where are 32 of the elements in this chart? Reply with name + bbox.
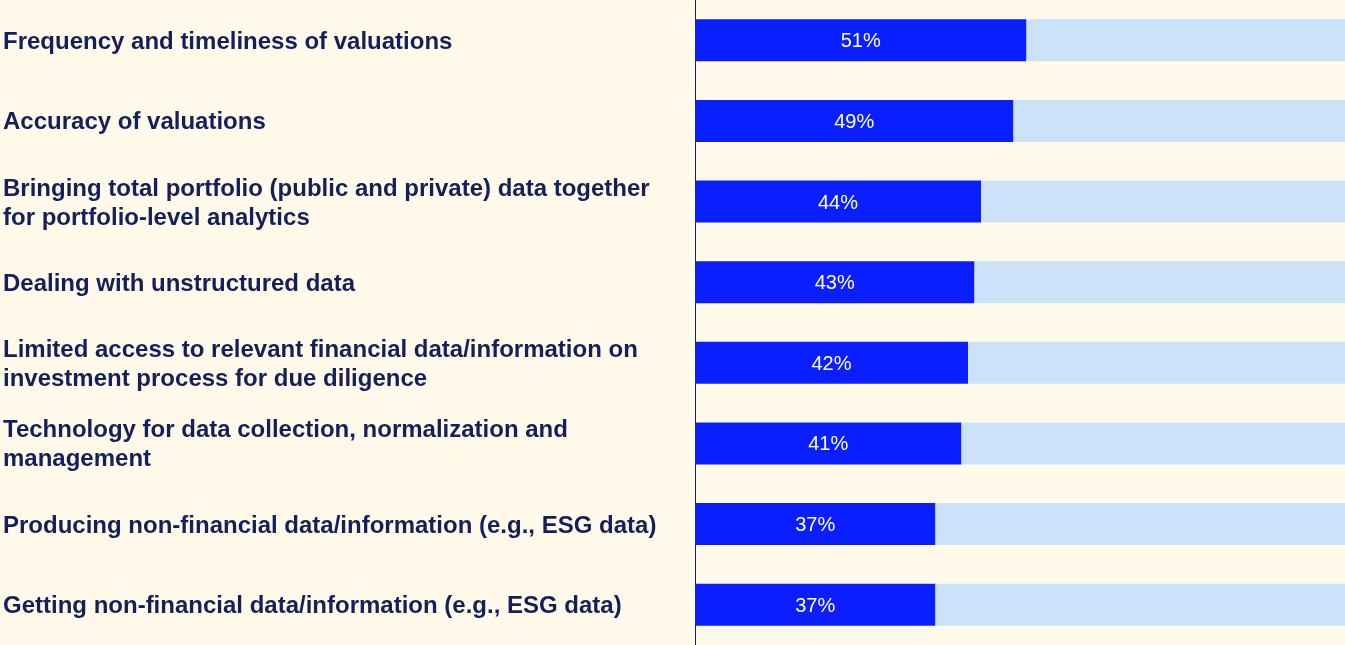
y-tick-label: Dealing with unstructured data — [3, 268, 356, 296]
data-label: 43% — [814, 271, 855, 294]
y-tick-label: Limited access to relevant financial data/information on investment process for due diligence — [3, 334, 645, 391]
data-label: 49% — [834, 109, 875, 132]
bar — [968, 341, 1345, 384]
y-tick-label: Accuracy of valuations — [3, 107, 266, 135]
bar — [974, 261, 1345, 304]
data-label: 37% — [795, 513, 836, 536]
bar — [695, 583, 936, 626]
data-label: 41% — [808, 432, 849, 455]
data-label: 37% — [795, 593, 836, 616]
bar — [695, 180, 981, 223]
data-label: 44% — [817, 190, 859, 213]
bar — [695, 341, 968, 384]
bar — [981, 180, 1345, 223]
bar — [935, 503, 1345, 546]
bar — [695, 503, 936, 546]
bar — [961, 422, 1345, 465]
bar — [695, 99, 1014, 142]
y-tick-label: Getting non-financial data/information (e.g., ESG data) — [3, 591, 622, 619]
bar — [1013, 99, 1345, 142]
bar — [935, 583, 1345, 626]
bar — [695, 422, 962, 465]
bar — [1026, 19, 1345, 62]
y-tick-label: Technology for data collection, normalization and management — [3, 415, 575, 472]
bar — [695, 19, 1027, 62]
y-tick-label: Producing non-financial data/information (e.g., ESG data) — [3, 510, 657, 538]
data-label: 42% — [811, 351, 852, 374]
y-tick-label: Frequency and timeliness of valuations — [3, 26, 453, 54]
y-tick-label: Bringing total portfolio (public and private) data together for portfolio-level analytics — [3, 173, 657, 230]
data-label: 51% — [840, 29, 881, 52]
bar — [695, 261, 975, 304]
